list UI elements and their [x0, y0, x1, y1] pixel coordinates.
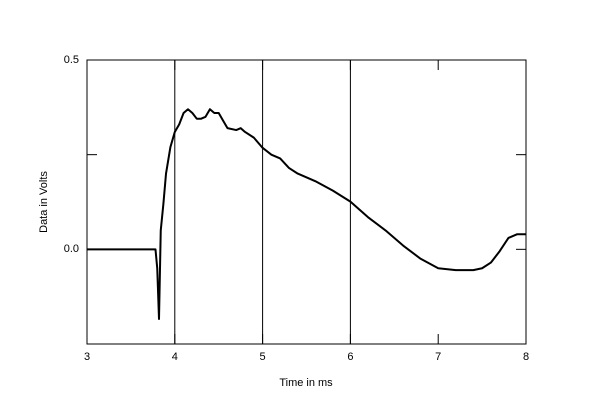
- x-tick-label: 5: [260, 351, 266, 363]
- data-line: [87, 108, 526, 321]
- x-tick-label: 7: [435, 351, 441, 363]
- plot-frame: [86, 59, 527, 345]
- x-tick-label: 6: [347, 351, 353, 363]
- y-tick-label: 0.5: [64, 54, 79, 66]
- x-axis-label: Time in ms: [279, 377, 333, 389]
- y-tick-label: 0.0: [64, 243, 79, 255]
- y-axis-label: Data in Volts: [38, 171, 50, 233]
- x-tick-label: 8: [523, 351, 529, 363]
- x-tick-label: 4: [172, 351, 178, 363]
- x-tick-label: 3: [84, 351, 90, 363]
